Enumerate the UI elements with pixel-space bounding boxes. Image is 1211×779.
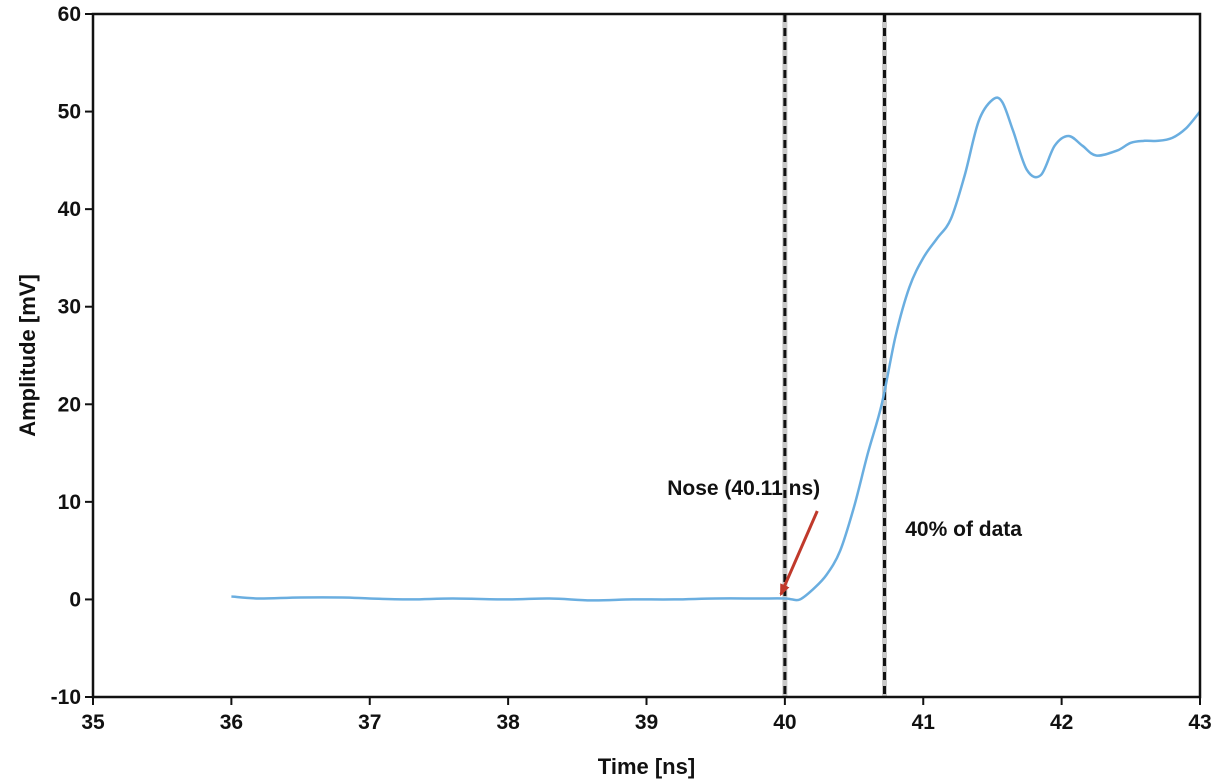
y-tick-label: 0 xyxy=(69,588,81,611)
y-axis-title: Amplitude [mV] xyxy=(15,274,40,437)
x-tick-label: 39 xyxy=(635,711,658,734)
x-tick-label: 36 xyxy=(220,711,243,734)
y-tick-label: 40 xyxy=(58,198,81,221)
y-tick-layer: -10 0 10 20 30 40 50 60 xyxy=(51,3,93,709)
y-tick-label: -10 xyxy=(51,686,81,709)
vline-layer xyxy=(782,14,888,697)
x-tick-label: 37 xyxy=(358,711,381,734)
x-tick-label: 35 xyxy=(81,711,105,734)
y-tick-label: 10 xyxy=(58,491,81,514)
plot-frame xyxy=(91,12,1202,699)
y-tick-label: 30 xyxy=(58,296,81,319)
nose-annotation-label: Nose (40.11 ns) xyxy=(667,477,820,500)
forty-percent-annotation-label: 40% of data xyxy=(905,518,1022,541)
x-tick-layer: 35 36 37 38 39 40 41 42 43 xyxy=(81,697,1211,734)
x-tick-label: 40 xyxy=(773,711,796,734)
series-layer xyxy=(231,96,1201,602)
x-tick-label: 38 xyxy=(496,711,520,734)
x-axis-title: Time [ns] xyxy=(598,754,695,779)
x-tick-label: 43 xyxy=(1188,711,1211,734)
nose-arrow xyxy=(779,510,819,597)
y-tick-label: 60 xyxy=(58,3,81,26)
annotation-layer: Nose (40.11 ns) 40% of data xyxy=(667,477,1022,597)
x-tick-label: 42 xyxy=(1050,711,1073,734)
y-tick-label: 50 xyxy=(58,101,81,124)
y-tick-label: 20 xyxy=(58,393,81,416)
x-tick-label: 41 xyxy=(912,711,936,734)
series-line xyxy=(231,96,1201,602)
